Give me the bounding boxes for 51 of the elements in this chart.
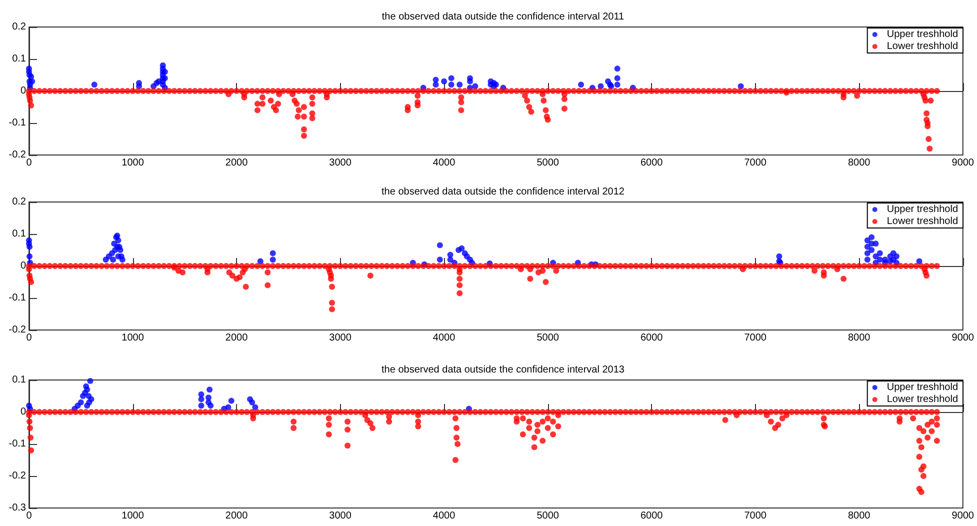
x-tick-label: 7000 <box>744 332 767 344</box>
y-tick-label: -0.2 <box>8 470 26 482</box>
x-tick-label: 1000 <box>122 510 144 522</box>
x-tick-label: 4000 <box>432 510 456 522</box>
x-tick-label: 6000 <box>640 158 664 168</box>
y-tick-label: 0.1 <box>12 228 26 240</box>
y-tick-label: -0.2 <box>8 324 26 336</box>
x-tick-label: 5000 <box>536 332 560 344</box>
x-tick-label: 8000 <box>848 158 871 168</box>
x-tick-label: 7000 <box>744 510 767 522</box>
chart-title: the observed data outside the confidence interval 2012 <box>382 186 625 198</box>
x-tick-label: 6000 <box>640 510 664 522</box>
x-tick-label: 2000 <box>225 510 248 522</box>
x-tick-label: 4000 <box>432 332 456 344</box>
x-tick-label: 3000 <box>329 510 352 522</box>
x-tick-label: 9000 <box>952 332 974 344</box>
y-tick-label: 0.1 <box>12 54 26 64</box>
y-tick-label: 0 <box>20 260 26 272</box>
x-tick-label: 3000 <box>329 332 352 344</box>
y-tick-label: 0 <box>20 406 26 418</box>
legend-label: Lower treshhold <box>886 394 958 405</box>
legend-label: Upper treshhold <box>886 382 958 393</box>
y-tick-label: -0.1 <box>8 118 26 128</box>
x-tick-label: 9000 <box>952 158 974 168</box>
legend-label: Lower treshhold <box>886 41 958 52</box>
y-tick-label: 0.2 <box>12 196 26 208</box>
x-tick-label: 5000 <box>536 158 560 168</box>
x-tick-label: 8000 <box>848 332 871 344</box>
x-tick-label: 2000 <box>225 158 248 168</box>
y-tick-label: -0.1 <box>8 292 26 304</box>
y-tick-label: -0.1 <box>8 438 26 450</box>
x-tick-label: 6000 <box>640 332 664 344</box>
x-tick-label: 9000 <box>952 510 974 522</box>
x-tick-label: 3000 <box>329 158 352 168</box>
x-tick-label: 8000 <box>848 510 871 522</box>
chart-title: the observed data outside the confidence interval 2011 <box>382 12 625 22</box>
x-tick-label: 1000 <box>122 332 144 344</box>
legend-label: Upper treshhold <box>886 204 958 215</box>
y-tick-label: -0.2 <box>8 150 26 160</box>
y-tick-label: -0.3 <box>8 502 26 514</box>
legend-label: Lower treshhold <box>886 216 958 227</box>
y-tick-label: 0 <box>20 86 26 96</box>
y-tick-label: 0.2 <box>12 22 26 32</box>
chart-title: the observed data outside the confidence interval 2013 <box>382 364 625 376</box>
x-tick-label: 4000 <box>432 158 456 168</box>
y-tick-label: 0.1 <box>12 374 26 386</box>
x-tick-label: 5000 <box>536 510 560 522</box>
x-tick-label: 1000 <box>122 158 144 168</box>
x-tick-label: 2000 <box>225 332 248 344</box>
x-tick-label: 7000 <box>744 158 767 168</box>
legend-label: Upper treshhold <box>886 29 958 40</box>
